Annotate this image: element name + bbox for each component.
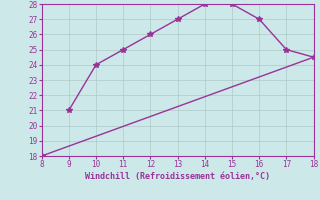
X-axis label: Windchill (Refroidissement éolien,°C): Windchill (Refroidissement éolien,°C) bbox=[85, 172, 270, 181]
